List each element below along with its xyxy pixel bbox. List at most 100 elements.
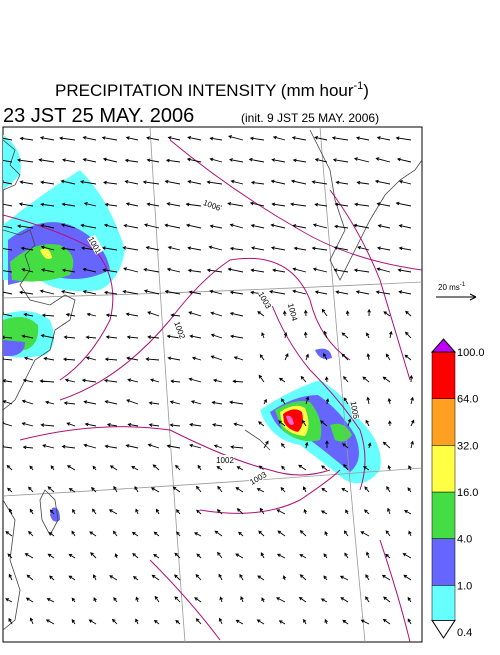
wind-arrow: [190, 400, 202, 405]
wind-scale: 20 ms-1: [436, 282, 477, 301]
wind-arrow: [276, 509, 286, 515]
wind-arrow: [3, 312, 13, 317]
wind-arrow: [283, 331, 288, 339]
wind-arrow: [5, 598, 13, 603]
wind-arrow: [340, 597, 349, 603]
wind-arrow: [3, 202, 13, 207]
wind-arrow: [83, 443, 97, 449]
graticule: [149, 127, 186, 642]
contour-label: 1002: [216, 456, 234, 465]
wind-scale-arrowhead: [469, 293, 477, 301]
wind-arrow: [49, 509, 55, 515]
wind-arrow: [16, 158, 34, 163]
wind-arrow: [166, 267, 181, 273]
wind-arrow: [235, 487, 244, 493]
wind-arrow: [299, 554, 307, 559]
wind-arrow: [381, 574, 391, 581]
wind-arrow: [364, 509, 370, 515]
wind-arrow: [210, 355, 223, 361]
wind-arrow: [325, 440, 329, 449]
wind-arrow: [7, 487, 13, 493]
wind-arrow: [104, 400, 118, 405]
wind-arrow: [106, 423, 118, 427]
wind-arrow: [301, 419, 307, 427]
wind-arrow: [230, 334, 244, 339]
graticule: [319, 127, 366, 642]
wind-arrow: [228, 135, 244, 141]
wind-arrow: [153, 553, 160, 559]
wind-arrow: [229, 400, 244, 405]
wind-arrow: [284, 353, 289, 361]
wind-arrow: [341, 487, 349, 493]
wind-arrow: [61, 202, 76, 207]
wind-arrow: [365, 574, 370, 581]
wind-arrow: [360, 619, 370, 625]
wind-arrow: [49, 575, 55, 581]
wind-arrow: [387, 507, 391, 515]
wind-arrow: [282, 310, 287, 317]
wind-arrow: [134, 486, 139, 493]
colorbar-segment: [431, 491, 456, 539]
wind-arrow: [45, 400, 55, 405]
wind-arrow: [93, 597, 97, 603]
wind-arrow: [278, 620, 286, 625]
wind-arrow: [82, 158, 97, 163]
wind-arrow: [250, 180, 265, 185]
wind-arrow: [345, 509, 349, 515]
isobar: [19, 426, 331, 476]
wind-arrow: [374, 179, 391, 185]
wind-arrow: [229, 246, 244, 251]
wind-arrow: [292, 224, 307, 229]
wind-arrow: [166, 444, 181, 449]
wind-arrow: [404, 331, 412, 339]
wind-arrow: [409, 374, 414, 383]
wind-arrow: [407, 487, 412, 493]
colorbar-segment: [431, 585, 456, 621]
wind-arrow: [170, 313, 181, 318]
wind-arrow: [206, 268, 223, 273]
wind-arrow: [169, 400, 181, 405]
wind-arrow: [236, 466, 244, 471]
wind-arrow: [135, 618, 139, 625]
wind-arrow: [250, 268, 265, 273]
wind-arrow: [185, 202, 202, 207]
wind-arrow: [42, 444, 55, 449]
wind-scale-text: 20 ms: [438, 283, 460, 292]
wind-arrow: [3, 291, 13, 295]
wind-arrow: [166, 334, 181, 339]
wind-arrow: [356, 180, 370, 185]
wind-arrow: [3, 225, 13, 229]
wind-arrow: [92, 508, 97, 515]
wind-arrow: [277, 530, 286, 537]
wind-arrow: [40, 268, 55, 273]
wind-arrow: [47, 486, 55, 493]
wind-arrow: [169, 423, 181, 427]
wind-arrow: [164, 179, 181, 185]
wind-arrow: [270, 223, 286, 229]
wind-arrow: [111, 618, 118, 625]
wind-arrow: [22, 445, 34, 450]
wind-arrow: [366, 353, 371, 361]
wind-arrow: [148, 423, 160, 427]
wind-arrow: [197, 464, 202, 471]
wind-arrow: [105, 335, 118, 339]
wind-arrow: [189, 334, 202, 339]
wind-arrow: [83, 202, 97, 207]
wind-arrow: [83, 400, 97, 405]
wind-arrow: [60, 179, 76, 185]
wind-arrow: [92, 574, 97, 581]
wind-arrow: [303, 309, 308, 317]
wind-arrow: [217, 485, 223, 493]
wind-arrow: [280, 487, 286, 493]
wind-arrow: [408, 465, 412, 471]
wind-arrow: [126, 335, 139, 339]
wind-arrow: [19, 136, 34, 141]
wind-arrow: [146, 136, 160, 141]
wind-arrow: [131, 466, 139, 471]
wind-arrow: [341, 332, 349, 339]
wind-arrow: [3, 400, 13, 405]
wind-arrow: [249, 136, 265, 141]
wind-arrow: [357, 245, 370, 251]
wind-arrow: [71, 597, 76, 603]
wind-arrow: [145, 357, 160, 361]
